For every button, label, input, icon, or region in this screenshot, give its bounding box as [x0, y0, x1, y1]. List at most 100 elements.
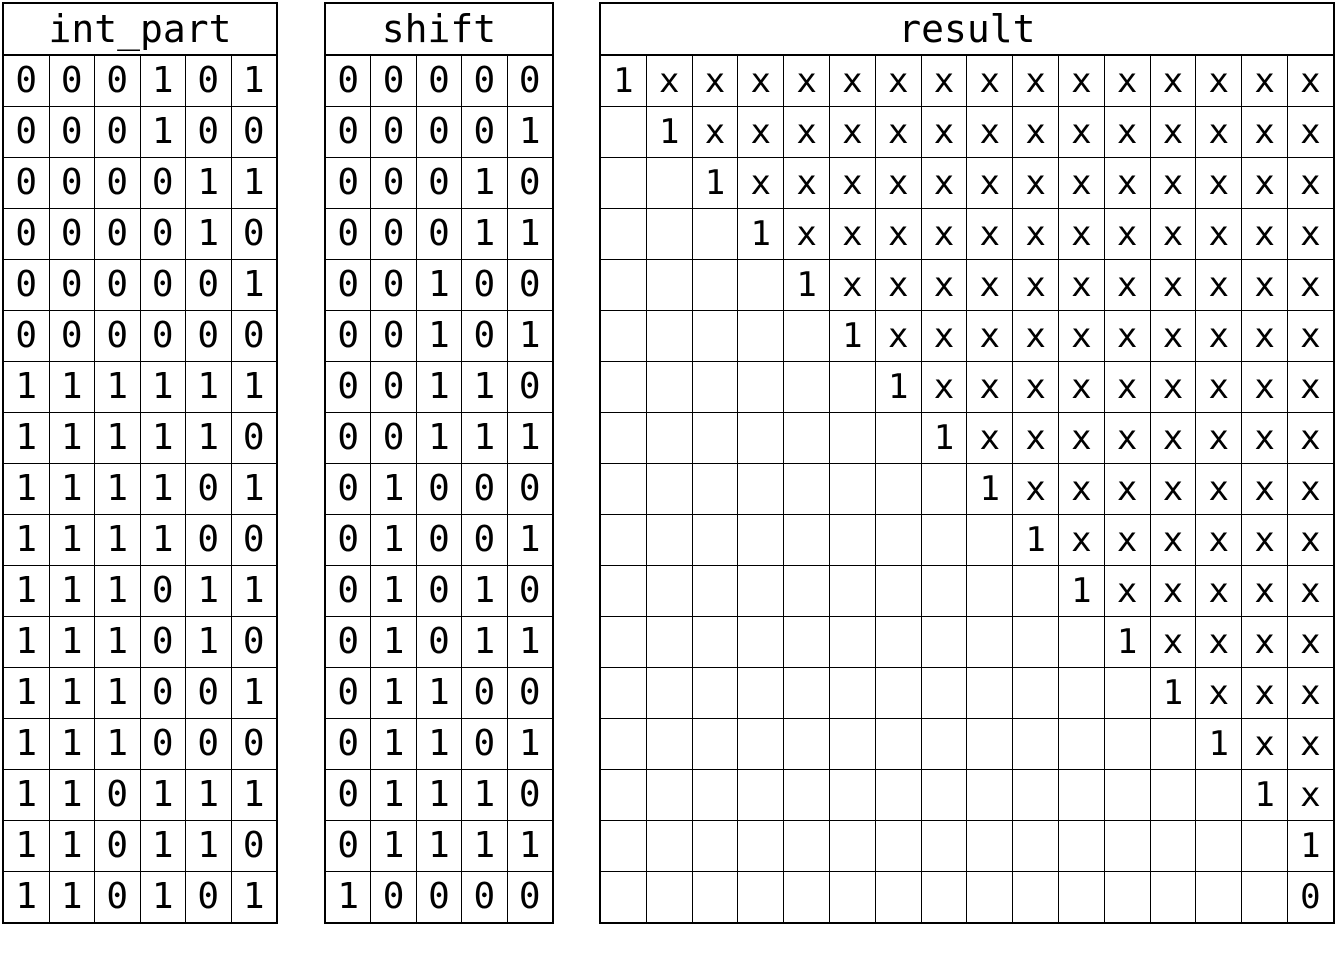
result-cell: x: [1195, 667, 1243, 719]
result-cell: 1: [1012, 514, 1059, 566]
result-cell: [783, 769, 830, 821]
shift-cell: 1: [370, 820, 417, 872]
result-cell: x: [1103, 54, 1151, 107]
shift-cell: 1: [506, 208, 554, 260]
result-cell: x: [1103, 412, 1151, 464]
shift-cell: 0: [324, 412, 372, 464]
result-cell: x: [1195, 208, 1243, 260]
result-cell: x: [1286, 54, 1335, 107]
int-part-cell: 1: [185, 208, 232, 260]
result-cell: x: [1149, 616, 1197, 668]
shift-cell: 1: [461, 412, 508, 464]
result-cell: x: [966, 208, 1014, 260]
result-cell: x: [920, 54, 968, 107]
int-part-cell: 0: [2, 208, 50, 260]
result-cell: x: [1149, 54, 1197, 107]
int-part-cell: 0: [185, 463, 232, 515]
int-part-cell: 0: [94, 208, 141, 260]
result-cell: x: [1241, 208, 1288, 260]
result-cell: [783, 514, 830, 566]
int-part-cell: 0: [185, 514, 232, 566]
shift-cell: 1: [370, 565, 417, 617]
result-cell: [874, 718, 922, 770]
result-cell: [737, 412, 785, 464]
shift-cell: 0: [461, 259, 508, 311]
result-cell: [966, 871, 1014, 924]
result-cell: x: [1286, 412, 1335, 464]
result-cell: [598, 820, 647, 872]
result-cell: x: [1149, 514, 1197, 566]
shift-cell: 0: [461, 463, 508, 515]
shift-cell: 0: [506, 361, 554, 413]
int-part-cell: 1: [2, 412, 50, 464]
result-cell: 1: [966, 463, 1014, 515]
int-part-cell: 1: [185, 616, 232, 668]
result-cell: [737, 820, 785, 872]
result-cell: [598, 463, 647, 515]
result-cell: [1149, 871, 1197, 924]
int-part-cell: 1: [94, 361, 141, 413]
result-cell: x: [1012, 463, 1059, 515]
result-cell: 1: [1195, 718, 1243, 770]
result-cell: [1012, 820, 1059, 872]
result-cell: [691, 361, 739, 413]
result-cell: [598, 616, 647, 668]
int-part-cell: 1: [139, 361, 186, 413]
result-cell: [874, 871, 922, 924]
result-cell: [691, 565, 739, 617]
int-part-cell: 0: [185, 259, 232, 311]
result-cell: x: [1286, 616, 1335, 668]
result-cell: x: [1149, 157, 1197, 209]
result-cell: x: [1241, 718, 1288, 770]
int-part-cell: 0: [139, 157, 186, 209]
result-cell: x: [920, 208, 968, 260]
result-cell: x: [966, 106, 1014, 158]
int-part-cell: 1: [2, 616, 50, 668]
result-cell: [598, 769, 647, 821]
shift-cell: 0: [415, 463, 463, 515]
result-cell: x: [1103, 157, 1151, 209]
shift-cell: 0: [324, 565, 372, 617]
result-cell: [645, 871, 693, 924]
result-cell: x: [1286, 718, 1335, 770]
result-cell: x: [874, 157, 922, 209]
shift-cell: 0: [324, 463, 372, 515]
result-cell: [737, 463, 785, 515]
result-cell: x: [1241, 157, 1288, 209]
int-part-cell: 1: [139, 54, 186, 107]
int-part-cell: 1: [185, 820, 232, 872]
result-row: 1: [598, 820, 1335, 872]
result-cell: [828, 361, 876, 413]
int-part-cell: 0: [48, 310, 95, 362]
int-part-cell: 0: [185, 106, 232, 158]
shift-cell: 0: [506, 157, 554, 209]
result-cell: x: [1241, 54, 1288, 107]
result-cell: x: [1241, 667, 1288, 719]
result-cell: [828, 820, 876, 872]
int-part-cell: 1: [2, 463, 50, 515]
shift-cell: 0: [324, 514, 372, 566]
result-cell: [645, 769, 693, 821]
result-cell: [691, 412, 739, 464]
int-part-cell: 1: [230, 463, 278, 515]
shift-cell: 0: [461, 310, 508, 362]
int-part-cell: 1: [185, 565, 232, 617]
result-cell: [828, 616, 876, 668]
int-part-cell: 0: [139, 310, 186, 362]
result-cell: x: [1286, 361, 1335, 413]
shift-cell: 0: [370, 310, 417, 362]
result-cell: [645, 667, 693, 719]
result-cell: [598, 565, 647, 617]
int-part-cell: 1: [2, 769, 50, 821]
result-cell: [737, 361, 785, 413]
